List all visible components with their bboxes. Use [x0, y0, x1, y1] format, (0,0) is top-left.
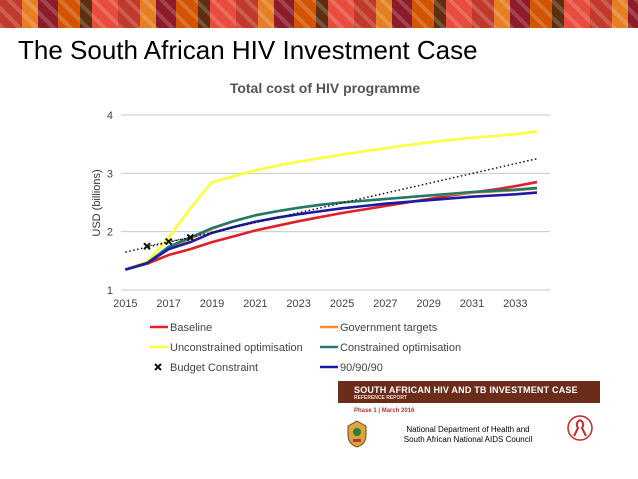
series-line-government-targets: [124, 187, 538, 271]
x-tick-label: 2027: [373, 298, 397, 310]
y-tick-label: 4: [107, 110, 113, 122]
chart-title: Total cost of HIV programme: [230, 80, 421, 96]
legend-label: Government targets: [340, 322, 438, 334]
report-credit: National Department of Health and South …: [403, 425, 533, 444]
legend-swatch: [154, 363, 162, 371]
legend-label: Constrained optimisation: [340, 342, 461, 354]
x-tick-label: 2029: [416, 298, 440, 310]
report-header: [338, 381, 600, 403]
legend-label: Budget Constraint: [170, 362, 258, 374]
x-tick-label: 2017: [156, 298, 180, 310]
report-phase: Phase 1 | March 2016: [354, 408, 415, 414]
legend-label: Baseline: [170, 322, 212, 334]
y-tick-label: 2: [107, 227, 113, 239]
x-tick-label: 2023: [286, 298, 310, 310]
x-tick-label: 2015: [113, 298, 137, 310]
x-tick-label: 2033: [503, 298, 527, 310]
report-cover: SOUTH AFRICAN HIV AND TB INVESTMENT CASE…: [338, 381, 600, 475]
series-line-constrained-optimisation: [124, 186, 538, 271]
slide-title: The South African HIV Investment Case: [18, 35, 478, 65]
x-tick-label: 2019: [200, 298, 224, 310]
aids-ribbon-icon: [567, 415, 593, 441]
y-tick-label: 3: [107, 168, 113, 180]
y-axis-label: USD (billions): [91, 169, 103, 236]
series-line-unconstrained-optimisation: [124, 130, 538, 271]
report-title: SOUTH AFRICAN HIV AND TB INVESTMENT CASE: [354, 385, 578, 395]
y-tick-label: 1: [107, 285, 113, 297]
x-tick-label: 2025: [330, 298, 354, 310]
report-subtitle: REFERENCE REPORT: [354, 395, 408, 401]
x-tick-label: 2031: [460, 298, 484, 310]
legend-label: Unconstrained optimisation: [170, 342, 303, 354]
x-tick-label: 2021: [243, 298, 267, 310]
legend-label: 90/90/90: [340, 362, 383, 374]
budget-constraint-marker: [186, 233, 195, 242]
decorative-banner: [0, 0, 638, 28]
coat-of-arms-icon: [347, 420, 367, 448]
series-line-90-90-90: [124, 191, 538, 271]
